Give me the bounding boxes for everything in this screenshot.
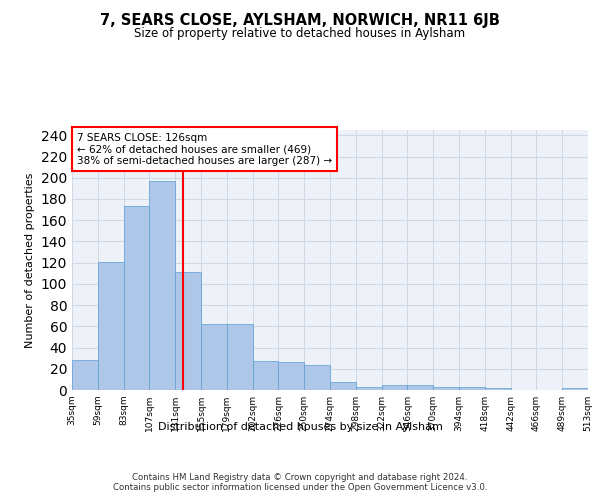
Bar: [433, 387, 459, 390]
Bar: [407, 384, 433, 390]
Bar: [459, 387, 485, 390]
Text: Contains HM Land Registry data © Crown copyright and database right 2024.
Contai: Contains HM Land Registry data © Crown c…: [113, 472, 487, 492]
Text: Size of property relative to detached houses in Aylsham: Size of property relative to detached ho…: [134, 28, 466, 40]
Bar: [201, 324, 227, 390]
Bar: [72, 360, 98, 390]
Bar: [304, 364, 330, 390]
Bar: [356, 387, 382, 390]
Bar: [175, 272, 201, 390]
Bar: [278, 362, 304, 390]
Text: 7, SEARS CLOSE, AYLSHAM, NORWICH, NR11 6JB: 7, SEARS CLOSE, AYLSHAM, NORWICH, NR11 6…: [100, 12, 500, 28]
Bar: [485, 388, 511, 390]
Bar: [562, 388, 588, 390]
Bar: [382, 384, 407, 390]
Bar: [253, 362, 278, 390]
Bar: [149, 181, 175, 390]
Bar: [124, 206, 149, 390]
Text: Distribution of detached houses by size in Aylsham: Distribution of detached houses by size …: [158, 422, 442, 432]
Bar: [330, 382, 356, 390]
Text: 7 SEARS CLOSE: 126sqm
← 62% of detached houses are smaller (469)
38% of semi-det: 7 SEARS CLOSE: 126sqm ← 62% of detached …: [77, 132, 332, 166]
Bar: [98, 262, 124, 390]
Bar: [227, 324, 253, 390]
Y-axis label: Number of detached properties: Number of detached properties: [25, 172, 35, 348]
